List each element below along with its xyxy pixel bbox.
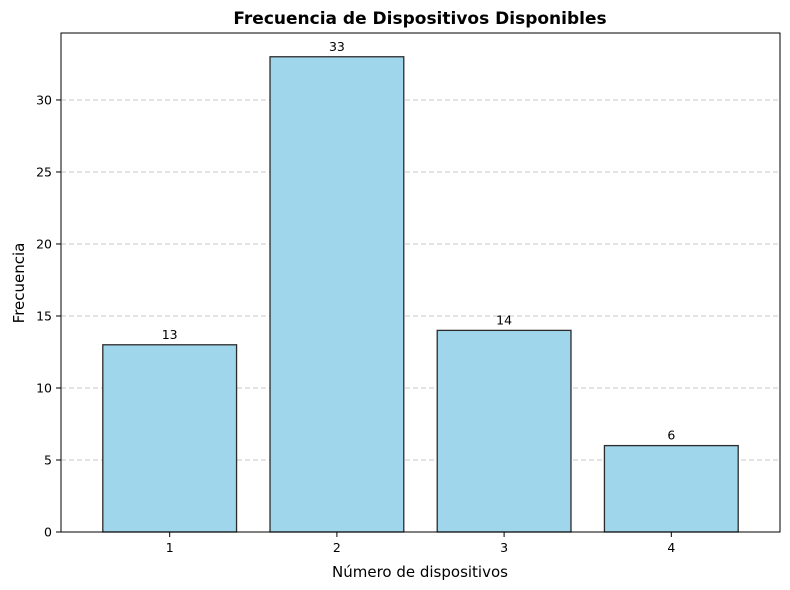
x-tick-label: 2 (333, 540, 341, 555)
x-tick-label: 4 (667, 540, 675, 555)
bar-3 (436, 329, 572, 533)
data-label-layer: 13 33 14 6 (162, 39, 676, 443)
data-label: 33 (329, 39, 345, 54)
chart-title: Frecuencia de Dispositivos Disponibles (233, 9, 606, 29)
y-tick-label: 25 (36, 164, 52, 179)
data-label: 14 (496, 312, 512, 327)
y-tick-label: 10 (36, 380, 52, 395)
y-tick-label: 0 (44, 525, 52, 540)
data-label: 6 (667, 428, 675, 443)
x-axis-label: Número de dispositivos (332, 563, 508, 581)
plot-frame (60, 32, 781, 533)
bar-4 (603, 444, 739, 533)
y-tick-label: 15 (36, 308, 52, 323)
y-tick-label: 20 (36, 236, 52, 251)
bar-2 (269, 56, 405, 533)
y-tick-label: 5 (44, 452, 52, 467)
bar-layer (102, 56, 739, 533)
y-tick-label: 30 (36, 92, 52, 107)
y-axis-label: Frecuencia (10, 243, 28, 324)
axis-layer: 0 5 10 15 20 25 30 1 2 3 4 (36, 32, 781, 555)
data-label: 13 (162, 327, 178, 342)
x-tick-label: 1 (166, 540, 174, 555)
bar-1 (102, 344, 238, 533)
x-tick-label: 3 (500, 540, 508, 555)
